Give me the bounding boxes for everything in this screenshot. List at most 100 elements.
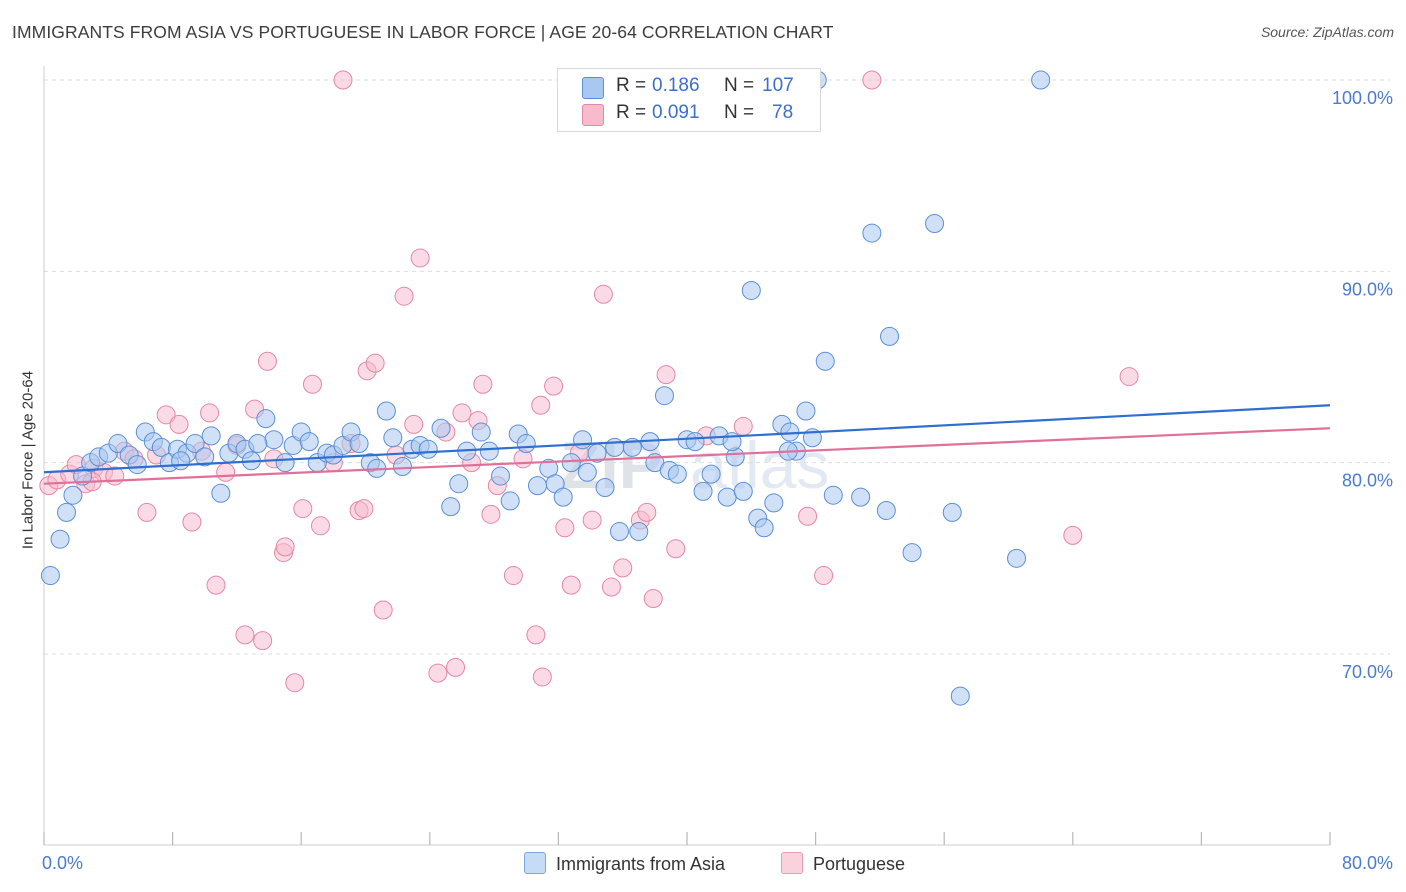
portuguese-point xyxy=(643,589,663,609)
portuguese-point xyxy=(235,625,255,645)
asia-point xyxy=(441,497,461,517)
asia-point xyxy=(185,434,205,454)
legend-label-portuguese: Portuguese xyxy=(813,854,906,874)
asia-point xyxy=(248,434,268,454)
asia-point xyxy=(725,447,745,467)
portuguese-point xyxy=(733,416,753,436)
asia-point xyxy=(431,418,451,438)
asia-point xyxy=(40,566,60,586)
portuguese-point xyxy=(544,376,564,396)
y-tick-label: 90.0% xyxy=(1342,279,1393,299)
asia-point xyxy=(764,493,784,513)
portuguese-point xyxy=(1119,367,1139,387)
asia-point xyxy=(471,422,491,442)
portuguese-point xyxy=(613,558,633,578)
portuguese-point xyxy=(446,657,466,677)
tick-labels: 70.0% 80.0% 90.0% 100.0% 0.0% 80.0% xyxy=(42,88,1393,873)
x-tick-label: 0.0% xyxy=(42,853,83,873)
asia-point xyxy=(609,522,629,542)
asia-point xyxy=(573,430,593,450)
asia-points xyxy=(40,70,1051,706)
portuguese-point xyxy=(169,414,189,434)
asia-point xyxy=(201,426,221,446)
asia-point xyxy=(57,502,77,522)
asia-point xyxy=(211,483,231,503)
portuguese-point xyxy=(428,663,448,683)
asia-point xyxy=(577,462,597,482)
asia-point xyxy=(108,434,128,454)
asia-point xyxy=(1031,70,1051,90)
portuguese-point xyxy=(394,286,414,306)
asia-point xyxy=(264,430,284,450)
legend-r-value: 0.186 xyxy=(652,75,700,96)
correlation-legend: R = 0.186 N = 107 R = 0.091 N = 78 xyxy=(557,68,821,132)
asia-point xyxy=(195,447,215,467)
asia-point xyxy=(654,386,674,406)
asia-point xyxy=(815,351,835,371)
portuguese-point xyxy=(601,577,621,597)
asia-point xyxy=(127,455,147,475)
portuguese-point xyxy=(404,414,424,434)
asia-point xyxy=(553,487,573,507)
portuguese-point xyxy=(285,673,305,693)
portuguese-point xyxy=(666,539,686,559)
legend-item-asia: Immigrants from Asia xyxy=(524,852,725,875)
portuguese-point xyxy=(526,625,546,645)
legend-n-label: N = xyxy=(724,75,755,96)
asia-point xyxy=(256,409,276,429)
portuguese-point xyxy=(302,374,322,394)
y-tick-label: 80.0% xyxy=(1342,471,1393,491)
asia-legend-swatch xyxy=(524,852,546,874)
asia-point xyxy=(500,491,520,511)
portuguese-point xyxy=(253,631,273,651)
portuguese-point xyxy=(473,374,493,394)
legend-r-value: 0.091 xyxy=(652,102,700,123)
asia-point xyxy=(392,456,412,476)
portuguese-point xyxy=(637,502,657,522)
portuguese-point xyxy=(373,600,393,620)
portuguese-point xyxy=(206,575,226,595)
asia-point xyxy=(528,476,548,496)
portuguese-point xyxy=(257,351,277,371)
asia-point xyxy=(171,451,191,471)
legend-r-label: R = xyxy=(616,102,647,123)
asia-point xyxy=(685,432,705,452)
legend-n-value: 78 xyxy=(772,102,794,123)
portuguese-point xyxy=(503,566,523,586)
asia-point xyxy=(561,453,581,473)
portuguese-point xyxy=(593,284,613,304)
asia-point xyxy=(418,439,438,459)
portuguese-point xyxy=(814,566,834,586)
portuguese-trend-line xyxy=(43,427,1331,485)
portuguese-point xyxy=(555,518,575,538)
asia-point xyxy=(950,686,970,706)
legend-r-label: R = xyxy=(616,75,647,96)
portuguese-point xyxy=(531,395,551,415)
portuguese-point xyxy=(1063,525,1083,545)
asia-point xyxy=(876,501,896,520)
asia-point xyxy=(862,223,882,243)
asia-point xyxy=(701,464,721,484)
asia-point xyxy=(299,432,319,452)
portuguese-swatch xyxy=(582,104,604,126)
asia-point xyxy=(449,474,469,494)
asia-point xyxy=(942,502,962,522)
y-tick-label: 100.0% xyxy=(1332,88,1393,108)
asia-point xyxy=(925,214,945,233)
portuguese-point xyxy=(410,248,430,268)
portuguese-point xyxy=(452,403,472,423)
portuguese-point xyxy=(275,537,295,557)
portuguese-point xyxy=(561,575,581,595)
portuguese-point xyxy=(200,403,220,423)
asia-point xyxy=(717,487,737,507)
axes xyxy=(43,66,1331,846)
portuguese-point xyxy=(156,405,176,425)
portuguese-point xyxy=(216,462,236,482)
chart-title: IMMIGRANTS FROM ASIA VS PORTUGUESE IN LA… xyxy=(12,22,834,42)
asia-point xyxy=(516,434,536,454)
portuguese-point xyxy=(513,449,533,469)
portuguese-point xyxy=(182,512,202,532)
portuguese-points xyxy=(39,70,1139,693)
portuguese-point xyxy=(481,504,501,524)
